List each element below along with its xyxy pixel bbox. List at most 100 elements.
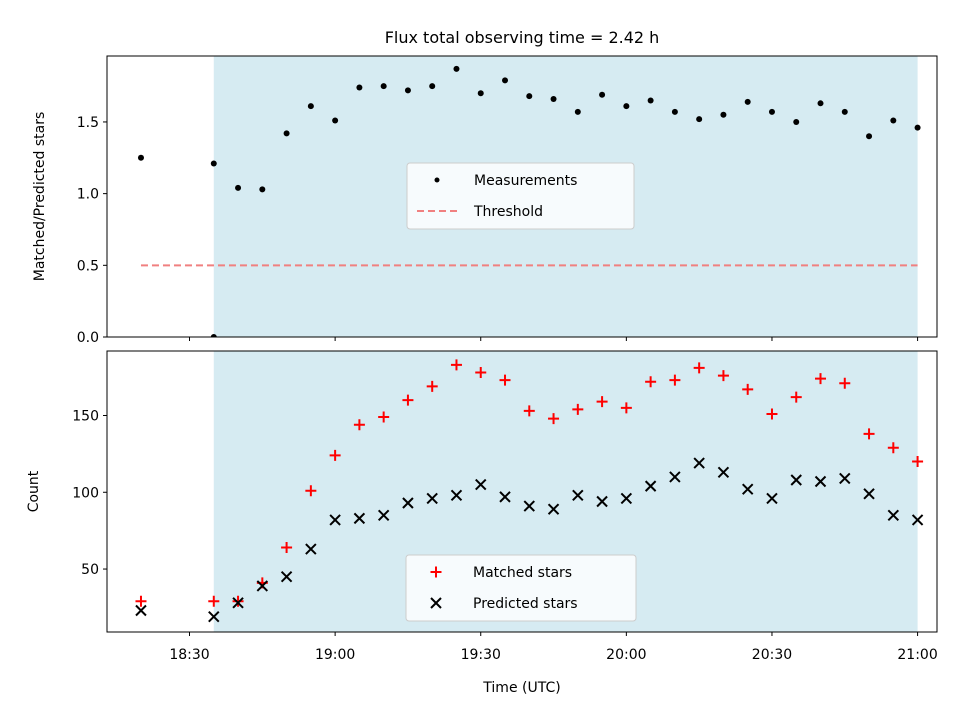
- measurements-point: [307, 103, 314, 110]
- predicted-stars-point: [208, 610, 220, 623]
- plot-area: [137, 65, 921, 337]
- x-tick-label: 19:30: [461, 647, 501, 663]
- y-axis-label: Count: [26, 470, 42, 512]
- matched-stars-point: [620, 402, 632, 414]
- x-tick-label: 21:00: [897, 647, 937, 663]
- y-tick-label: 50: [81, 562, 99, 578]
- matched-stars-point: [815, 373, 827, 385]
- count-panel: 50 100 150 18:30 19:00 19:30 20:00 20:30 21:00 Co…: [26, 350, 938, 663]
- measurements-point: [914, 124, 921, 131]
- legend-label: Measurements: [474, 173, 577, 189]
- predicted-stars-point: [402, 497, 414, 509]
- matched-stars-point: [378, 411, 390, 423]
- predicted-stars-point: [839, 472, 851, 485]
- matched-stars-point: [717, 370, 729, 382]
- y-tick-label: 150: [72, 408, 99, 424]
- chart-title: Flux total observing time = 2.42 h: [385, 28, 660, 47]
- matched-stars-point: [208, 595, 220, 607]
- matched-stars-point: [135, 595, 147, 607]
- ratio-panel: 0.0 0.5 1.0 1.5 Matched/Predicted stars Measu…: [32, 55, 938, 346]
- measurements-point: [380, 83, 387, 90]
- predicted-stars-point: [135, 604, 147, 617]
- predicted-stars-point: [669, 471, 681, 483]
- predicted-stars-point: [887, 509, 900, 522]
- axes-frame: [106, 350, 938, 633]
- predicted-stars-point: [305, 543, 317, 555]
- measurements-point: [526, 93, 533, 100]
- matched-stars-point: [693, 362, 705, 374]
- predicted-stars-point: [499, 491, 511, 503]
- matched-stars-point: [766, 408, 778, 420]
- predicted-stars-point: [596, 495, 608, 508]
- y-tick-label: 0.0: [77, 330, 99, 346]
- predicted-stars-point: [426, 492, 438, 505]
- predicted-stars-point: [644, 480, 657, 492]
- matched-stars-point: [450, 359, 462, 371]
- measurements-point: [550, 96, 557, 103]
- y-tick-label: 100: [72, 485, 99, 501]
- measurements-point: [623, 103, 630, 110]
- matched-stars-point: [887, 442, 899, 454]
- measurements-point: [429, 83, 436, 90]
- matched-stars-point: [645, 376, 657, 388]
- predicted-stars-point: [572, 489, 584, 502]
- matched-stars-point: [232, 595, 244, 607]
- measurements-point: [259, 186, 266, 193]
- x-tick-label: 20:30: [752, 647, 792, 663]
- matched-stars-point: [596, 396, 608, 408]
- matched-stars-point: [742, 383, 754, 395]
- x-axis-label: Time (UTC): [482, 680, 560, 696]
- x-tick-label: 19:00: [315, 647, 355, 663]
- matched-stars-point: [523, 405, 535, 417]
- matched-stars-point: [790, 391, 802, 403]
- predicted-stars-point: [790, 474, 802, 486]
- matched-stars-point: [402, 394, 414, 406]
- measurements-point: [210, 334, 217, 337]
- measurements-point: [235, 184, 242, 191]
- legend-label: Matched stars: [473, 565, 572, 581]
- x-tick-label: 18:30: [169, 647, 209, 663]
- matched-stars-point: [669, 374, 681, 386]
- measurements-point: [817, 100, 824, 107]
- measurements-point: [841, 108, 848, 115]
- legend-box: [406, 162, 635, 230]
- measurements-point: [283, 130, 290, 137]
- measurements-point: [453, 65, 460, 72]
- measurements-point: [477, 90, 484, 97]
- measurements-point: [210, 160, 217, 167]
- plot-area: [135, 359, 924, 623]
- measurements-point: [647, 97, 654, 104]
- axes-frame: [106, 55, 938, 338]
- legend: Matched stars Predicted stars: [405, 554, 637, 622]
- predicted-stars-point: [232, 597, 244, 609]
- y-tick-label: 1.5: [77, 115, 99, 131]
- measurements-point: [744, 98, 751, 105]
- legend-measurements-swatch: [434, 177, 440, 183]
- measurements-point: [890, 117, 897, 124]
- predicted-stars-point: [814, 475, 827, 488]
- measurements-point: [768, 108, 775, 115]
- matched-stars-point: [548, 413, 560, 425]
- predicted-stars-point: [693, 457, 705, 469]
- y-axis-label: Matched/Predicted stars: [32, 112, 48, 282]
- predicted-stars-point: [863, 488, 875, 500]
- predicted-stars-point: [911, 514, 924, 526]
- x-tick-label: 20:00: [606, 647, 646, 663]
- matched-stars-point: [426, 380, 438, 392]
- predicted-stars-point: [377, 509, 390, 522]
- matched-stars-point: [839, 377, 851, 389]
- measurements-point: [671, 108, 678, 115]
- predicted-stars-point: [256, 580, 269, 592]
- predicted-stars-point: [766, 492, 778, 505]
- legend-label: Threshold: [473, 204, 543, 220]
- measurements-point: [793, 118, 800, 125]
- measurements-point: [720, 111, 727, 118]
- matched-stars-point: [305, 485, 317, 497]
- predicted-stars-point: [523, 500, 535, 512]
- measurements-point: [696, 116, 703, 123]
- measurements-point: [404, 87, 411, 94]
- measurements-point: [137, 154, 144, 161]
- matched-stars-point: [353, 419, 365, 431]
- y-tick-label: 1.0: [77, 187, 99, 203]
